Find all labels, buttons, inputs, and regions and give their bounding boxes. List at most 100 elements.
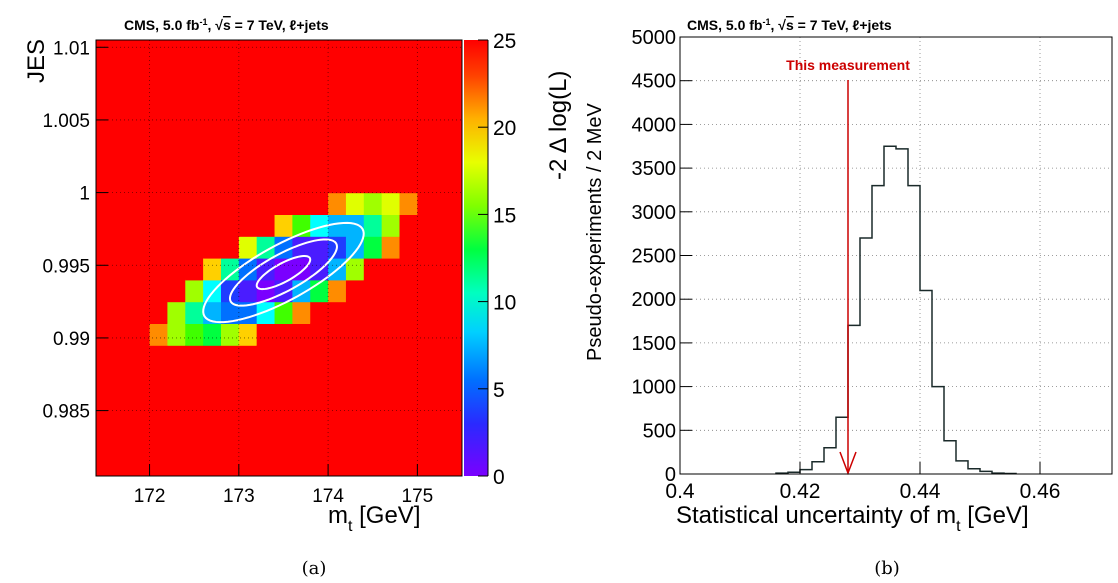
heatmap-cell: [114, 367, 132, 389]
heatmap-cell: [400, 62, 418, 84]
heatmap-cell: [346, 345, 364, 367]
heatmap-cell: [346, 214, 364, 236]
heatmap-cell: [221, 432, 239, 454]
histogram-outline: [776, 146, 1016, 474]
heatmap-cell: [435, 171, 453, 193]
x-tick-label: 0.46: [1020, 480, 1061, 503]
caption-a: (a): [302, 558, 327, 579]
heatmap-cell: [239, 389, 257, 411]
heatmap-cell: [114, 62, 132, 84]
heatmap-cell: [96, 149, 114, 171]
heatmap-cell: [221, 345, 239, 367]
heatmap-cell: [114, 171, 132, 193]
heatmap-cell: [150, 62, 168, 84]
heatmap-cell: [132, 193, 150, 215]
heatmap-cell: [257, 214, 275, 236]
heatmap-cell: [292, 389, 310, 411]
heatmap-cell: [185, 62, 203, 84]
heatmap-cell: [239, 454, 257, 476]
heatmap-cell: [328, 345, 346, 367]
heatmap-cell: [132, 214, 150, 236]
heatmap-cell: [435, 127, 453, 149]
heatmap-cell: [382, 302, 400, 324]
heatmap-cell: [275, 432, 293, 454]
heatmap-cells: [96, 18, 472, 476]
heatmap-cell: [435, 193, 453, 215]
y-tick-label: 0.985: [42, 402, 90, 423]
panel-b-header: CMS, 5.0 fb-1, √s = 7 TeV, ℓ+jets: [687, 17, 892, 33]
heatmap-cell: [382, 193, 400, 215]
heatmap-cell: [132, 367, 150, 389]
panel-b-grid: [680, 37, 1112, 474]
heatmap-cell: [239, 432, 257, 454]
panel-b-ylabel: Pseudo-experiments / 2 MeV: [584, 102, 606, 361]
heatmap-cell: [167, 432, 185, 454]
heatmap-cell: [203, 345, 221, 367]
heatmap-cell: [364, 345, 382, 367]
heatmap-cell: [382, 62, 400, 84]
heatmap-cell: [114, 214, 132, 236]
heatmap-cell: [150, 149, 168, 171]
heatmap-cell: [435, 214, 453, 236]
heatmap-cell: [275, 105, 293, 127]
heatmap-cell: [435, 367, 453, 389]
heatmap-cell: [96, 389, 114, 411]
panel-a-ylabel: JES: [23, 39, 50, 83]
heatmap-cell: [132, 40, 150, 62]
heatmap-cell: [364, 18, 382, 40]
heatmap-cell: [417, 367, 435, 389]
heatmap-cell: [185, 40, 203, 62]
heatmap-cell: [239, 127, 257, 149]
y-tick-label: 1.005: [42, 111, 90, 132]
heatmap-cell: [203, 105, 221, 127]
heatmap-cell: [364, 367, 382, 389]
heatmap-cell: [382, 258, 400, 280]
heatmap-cell: [400, 389, 418, 411]
heatmap-cell: [132, 62, 150, 84]
heatmap-cell: [114, 345, 132, 367]
heatmap-cell: [239, 411, 257, 433]
heatmap-cell: [346, 454, 364, 476]
heatmap-cell: [239, 84, 257, 106]
heatmap-cell: [310, 149, 328, 171]
heatmap-cell: [417, 214, 435, 236]
heatmap-cell: [310, 105, 328, 127]
heatmap-cell: [400, 214, 418, 236]
heatmap-cell: [239, 280, 257, 302]
heatmap-cell: [150, 214, 168, 236]
heatmap-cell: [275, 345, 293, 367]
heatmap-cell: [417, 323, 435, 345]
heatmap-cell: [96, 323, 114, 345]
heatmap-cell: [221, 62, 239, 84]
heatmap-cell: [310, 323, 328, 345]
heatmap-cell: [292, 345, 310, 367]
heatmap-cell: [310, 62, 328, 84]
heatmap-cell: [417, 389, 435, 411]
heatmap-cell: [257, 432, 275, 454]
heatmap-cell: [114, 454, 132, 476]
heatmap-cell: [417, 105, 435, 127]
heatmap-cell: [382, 323, 400, 345]
heatmap-cell: [185, 214, 203, 236]
heatmap-cell: [96, 432, 114, 454]
heatmap-cell: [221, 367, 239, 389]
y-tick-label: 2500: [632, 246, 677, 268]
heatmap-cell: [257, 389, 275, 411]
heatmap-cell: [364, 389, 382, 411]
heatmap-cell: [382, 367, 400, 389]
heatmap-cell: [364, 214, 382, 236]
heatmap-cell: [239, 236, 257, 258]
heatmap-cell: [185, 411, 203, 433]
heatmap-cell: [167, 84, 185, 106]
heatmap-cell: [275, 40, 293, 62]
heatmap-cell: [167, 105, 185, 127]
heatmap-cell: [132, 171, 150, 193]
heatmap-cell: [203, 149, 221, 171]
heatmap-cell: [417, 411, 435, 433]
heatmap-cell: [185, 236, 203, 258]
heatmap-cell: [435, 236, 453, 258]
heatmap-cell: [400, 193, 418, 215]
heatmap-cell: [292, 62, 310, 84]
heatmap-cell: [417, 171, 435, 193]
heatmap-cell: [114, 432, 132, 454]
